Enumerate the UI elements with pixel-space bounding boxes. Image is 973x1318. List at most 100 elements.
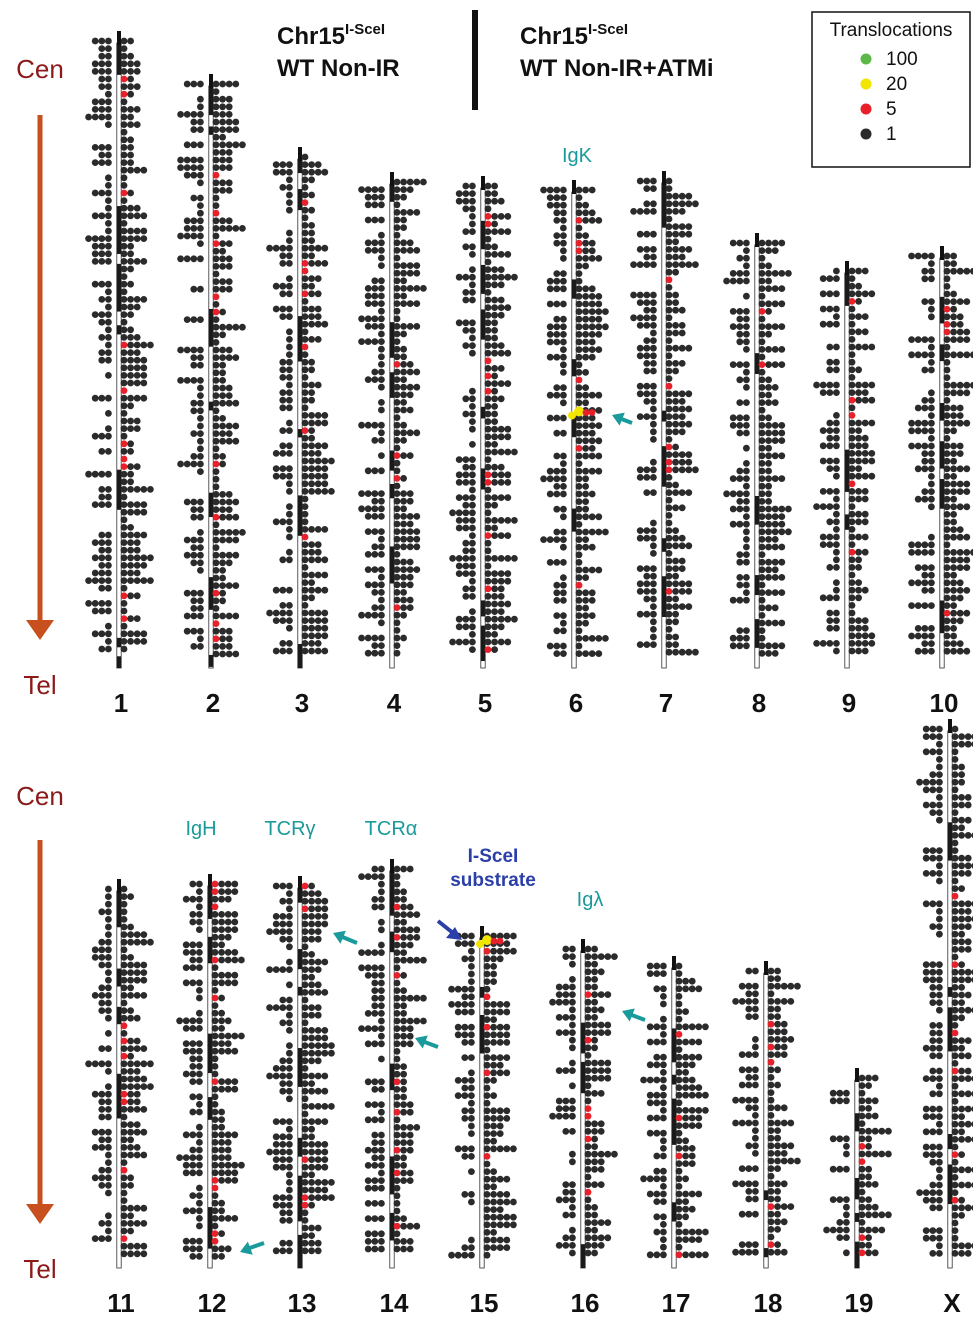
translocation-dot <box>562 945 570 953</box>
translocation-dot <box>364 949 372 956</box>
translocation-dot <box>743 254 750 262</box>
translocation-dot <box>490 1031 497 1039</box>
translocation-dot <box>462 342 470 349</box>
translocation-dot <box>951 1052 959 1060</box>
translocation-dot <box>758 292 766 300</box>
translocation-dot <box>190 430 198 437</box>
translocation-dot-red <box>484 213 492 220</box>
translocation-dot <box>378 972 385 979</box>
translocation-dot <box>211 1215 219 1222</box>
translocation-dot <box>105 372 112 379</box>
translocation-dot <box>91 144 99 151</box>
translocation-dot <box>765 528 772 536</box>
translocation-dot <box>279 404 287 412</box>
translocation-dot <box>91 554 99 562</box>
translocation-dot <box>225 354 233 361</box>
translocation-dot <box>490 955 497 963</box>
translocation-dot <box>314 488 322 495</box>
translocation-dot <box>958 854 965 862</box>
translocation-dot <box>504 228 512 236</box>
translocation-dot <box>575 460 583 467</box>
translocation-dot <box>218 933 226 941</box>
translocation-dot <box>177 164 185 172</box>
translocation-dot <box>301 1042 309 1049</box>
translocation-dot <box>462 547 470 555</box>
translocation-dot <box>555 1196 563 1204</box>
translocation-dot <box>197 544 204 551</box>
translocation-dot <box>461 955 469 963</box>
translocation-dot <box>665 314 673 322</box>
translocation-dot <box>546 331 554 338</box>
translocation-dot <box>469 623 476 631</box>
translocation-dot <box>591 1044 598 1052</box>
translocation-dot <box>219 217 227 225</box>
translocation-dot <box>562 983 570 991</box>
translocation-dot <box>196 1101 203 1108</box>
translocation-dot <box>575 612 583 619</box>
translocation-dot <box>378 399 385 406</box>
translocation-dot <box>956 647 964 655</box>
translocation-dot <box>636 534 644 542</box>
translocation-dot <box>575 285 583 293</box>
translocation-dot <box>406 239 414 247</box>
translocation-dot <box>378 918 385 926</box>
translocation-dot <box>127 508 134 516</box>
translocation-dot <box>736 551 744 558</box>
translocation-dot <box>98 75 106 83</box>
translocation-dot <box>943 556 951 564</box>
translocation-dot <box>865 1181 872 1188</box>
header-right-line2: WT Non-IR+ATMi <box>520 55 714 82</box>
translocation-dot <box>503 940 511 947</box>
translocation-dot <box>819 594 827 602</box>
translocation-dot <box>868 450 876 457</box>
translocation-dot <box>936 1189 943 1196</box>
translocation-dot <box>120 334 128 341</box>
translocation-dot <box>736 323 744 330</box>
translocation-dot <box>582 338 589 346</box>
translocation-dot <box>239 225 246 232</box>
translocation-dot <box>504 532 512 539</box>
translocation-dot <box>462 327 470 334</box>
translocation-dot <box>497 213 505 220</box>
translocation-dot <box>98 242 106 250</box>
translocation-dot <box>469 281 476 289</box>
translocation-dots <box>549 945 618 1257</box>
translocation-dot <box>225 164 233 172</box>
translocation-dot <box>308 1057 315 1065</box>
ideogram-band <box>661 446 667 487</box>
translocation-dot <box>929 1143 937 1151</box>
translocation-dot <box>865 1097 872 1105</box>
translocation-dot <box>133 577 141 584</box>
translocation-dot <box>833 510 840 518</box>
gene-arrow-head <box>612 412 625 426</box>
ideogram-band <box>754 619 760 648</box>
translocation-dot <box>308 647 315 655</box>
translocation-dot <box>400 285 407 292</box>
translocation-dot <box>765 604 772 612</box>
translocation-dot-red <box>211 994 219 1002</box>
translocation-dot <box>127 976 134 984</box>
translocation-dot <box>308 1011 315 1019</box>
translocation-dot <box>569 1006 576 1014</box>
translocation-dot <box>650 398 657 405</box>
chromosome-number: 8 <box>752 688 766 718</box>
translocation-dot <box>469 555 476 562</box>
translocation-dot <box>393 1093 401 1101</box>
translocation-dot <box>183 377 191 384</box>
translocation-dot <box>692 648 699 656</box>
translocation-dot <box>455 494 463 501</box>
translocation-dot <box>560 574 567 581</box>
translocation-dot <box>224 1154 232 1161</box>
translocation-dot <box>950 533 957 541</box>
translocation-dot <box>958 1212 965 1219</box>
translocation-dot <box>653 970 661 977</box>
translocation-dot <box>675 1145 683 1152</box>
translocation-dot <box>921 450 929 457</box>
translocation-dot <box>928 640 935 647</box>
translocation-dot <box>636 588 644 595</box>
translocation-dot <box>819 541 827 548</box>
translocation-dot <box>843 1226 850 1234</box>
translocation-dot <box>279 882 287 890</box>
translocation-dot <box>497 296 505 304</box>
translocation-dot <box>484 365 492 372</box>
